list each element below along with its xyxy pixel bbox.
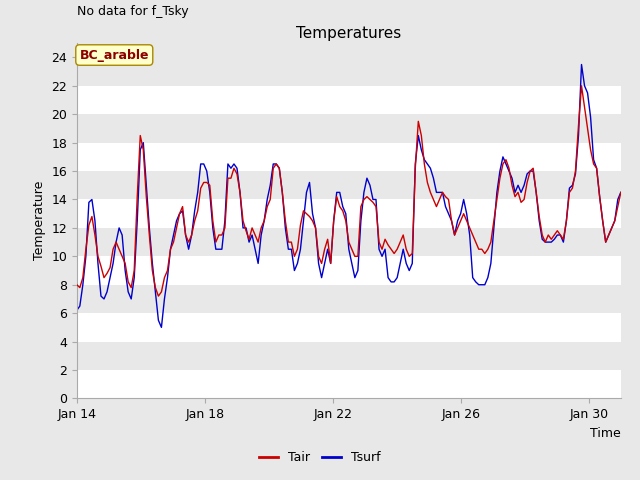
Bar xyxy=(77,370,621,398)
Bar xyxy=(77,228,621,256)
Bar xyxy=(77,200,621,228)
Text: No data for f_Tsky: No data for f_Tsky xyxy=(77,5,188,18)
Bar xyxy=(77,143,621,171)
Bar xyxy=(77,171,621,200)
Bar xyxy=(77,58,621,86)
Bar xyxy=(77,285,621,313)
Y-axis label: Temperature: Temperature xyxy=(33,181,45,261)
Legend: Tair, Tsurf: Tair, Tsurf xyxy=(254,446,386,469)
Title: Temperatures: Temperatures xyxy=(296,25,401,41)
Bar xyxy=(77,313,621,342)
Bar xyxy=(77,86,621,114)
X-axis label: Time: Time xyxy=(590,427,621,440)
Bar xyxy=(77,256,621,285)
Text: BC_arable: BC_arable xyxy=(79,48,149,61)
Bar xyxy=(77,342,621,370)
Bar xyxy=(77,114,621,143)
